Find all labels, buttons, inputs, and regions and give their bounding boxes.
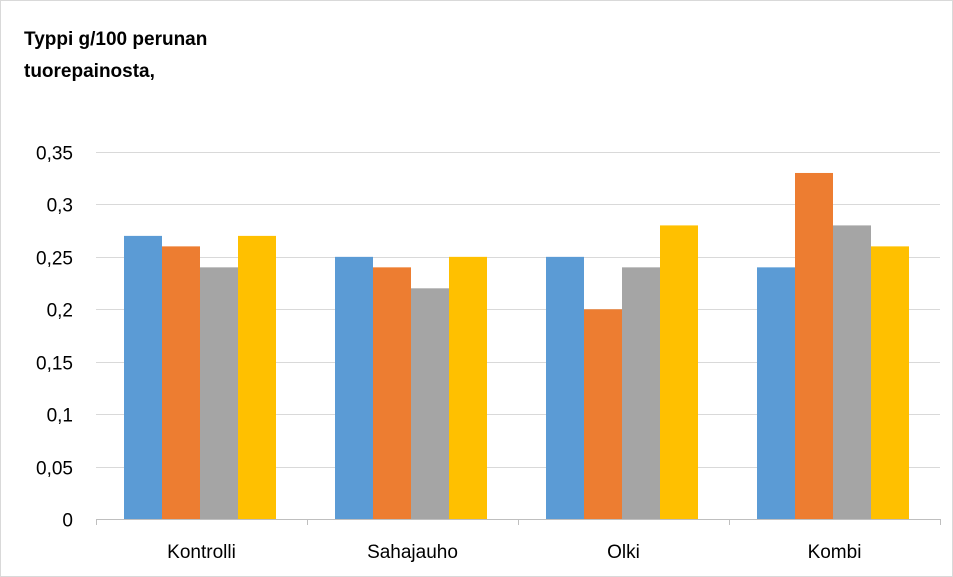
bar (546, 256, 584, 519)
bar (584, 309, 622, 519)
y-tick-label: 0,2 (47, 301, 73, 322)
bar (200, 267, 238, 519)
bar (449, 256, 487, 519)
y-tick-label: 0,3 (47, 196, 73, 217)
y-tick-label: 0,25 (36, 249, 73, 270)
x-tick-label: Olki (607, 542, 640, 563)
bar (124, 235, 162, 519)
y-tick-label: 0 (62, 511, 73, 532)
bar (335, 256, 373, 519)
bar (757, 267, 795, 519)
x-tick-label: Sahajauho (367, 542, 458, 563)
x-tick-label: Kombi (808, 542, 862, 563)
y-tick-label: 0,1 (47, 406, 73, 427)
bar (411, 288, 449, 519)
bar (238, 235, 276, 519)
y-tick-label: 0,05 (36, 459, 73, 480)
chart-title: Typpi g/100 perunan tuorepainosta, (24, 29, 208, 82)
bar (833, 225, 871, 519)
bar (162, 246, 200, 519)
x-tick-label: Kontrolli (167, 542, 236, 563)
y-tick-label: 0,35 (36, 144, 73, 165)
bar (373, 267, 411, 519)
bar (660, 225, 698, 519)
y-tick-label: 0,15 (36, 354, 73, 375)
bar (622, 267, 660, 519)
bar (871, 246, 909, 519)
bar (795, 172, 833, 519)
